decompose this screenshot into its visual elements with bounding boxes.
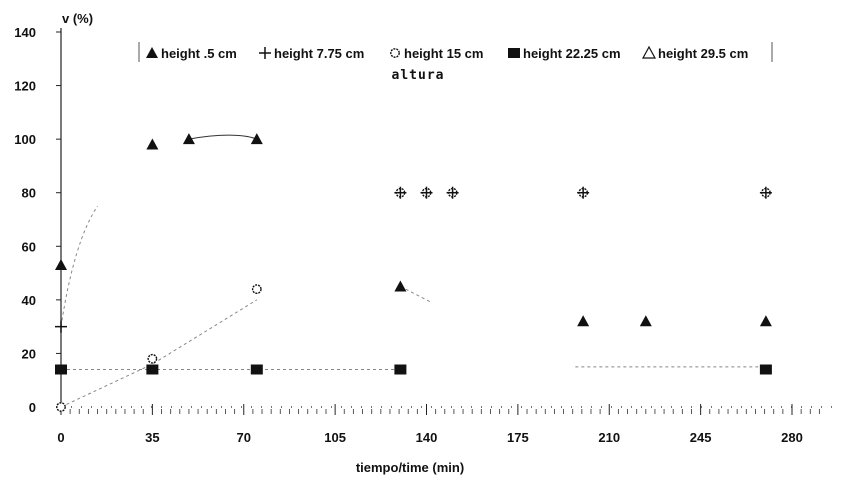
data-point: [55, 259, 67, 271]
x-axis-title: tiempo/time (min): [356, 460, 464, 475]
legend-marker: [390, 48, 400, 58]
data-point: [420, 186, 433, 199]
data-point: [759, 364, 772, 375]
legend-marker: [641, 45, 657, 59]
y-axis-title: v (%): [62, 11, 93, 26]
data-point: [577, 186, 590, 199]
y-tick-label: 0: [29, 400, 36, 415]
trend-curve: [60, 299, 258, 408]
data-marks: [55, 133, 772, 412]
legend: height .5 cm height 7.75 cm height 15 cm he…: [138, 42, 773, 62]
data-point: [577, 315, 590, 327]
axes: [60, 28, 832, 408]
data-point: [55, 320, 67, 333]
y-tick-label: 60: [22, 239, 36, 254]
data-point: [394, 364, 407, 375]
x-tick-label: 105: [324, 430, 346, 445]
annotation-altura: altura: [392, 68, 445, 83]
data-point: [250, 364, 263, 375]
data-point: [446, 186, 459, 199]
x-tick-label: 175: [507, 430, 529, 445]
x-tick-label: 245: [690, 430, 712, 445]
trend-curves: [60, 134, 766, 408]
x-tick-label: 140: [416, 430, 438, 445]
legend-label: height 22.25 cm: [523, 46, 621, 61]
data-point: [182, 133, 195, 145]
data-point: [146, 364, 159, 375]
legend-marker: [259, 47, 271, 59]
data-point: [394, 186, 407, 199]
data-point: [56, 402, 66, 412]
legend-label: height 29.5 cm: [658, 46, 748, 61]
data-point: [146, 138, 159, 150]
data-point: [394, 280, 407, 292]
y-tick-label: 100: [14, 132, 36, 147]
x-tick-label: 210: [598, 430, 620, 445]
data-point: [250, 133, 263, 145]
y-tick-label: 140: [14, 25, 36, 40]
y-tick-label: 80: [22, 186, 36, 201]
ticks: 0 20 40 60 80 100 120 140 0 35 70 105 140 175 210 245 28…: [14, 25, 820, 445]
y-tick-label: 20: [22, 346, 36, 361]
data-point: [759, 315, 772, 327]
trend-curve: [60, 205, 98, 327]
legend-label: height .5 cm: [161, 46, 237, 61]
y-tick-label: 120: [14, 79, 36, 94]
x-tick-label: 0: [57, 430, 64, 445]
legend-marker: [508, 48, 520, 58]
y-tick-label: 40: [22, 293, 36, 308]
data-point: [759, 186, 772, 199]
data-point: [639, 315, 652, 327]
data-point: [251, 284, 262, 295]
legend-label: height 15 cm: [404, 46, 483, 61]
data-point: [55, 364, 67, 375]
x-tick-label: 35: [145, 430, 159, 445]
trend-curve: [400, 286, 432, 303]
x-tick-label: 280: [781, 430, 803, 445]
legend-label: height 7.75 cm: [274, 46, 364, 61]
legend-marker: [146, 47, 158, 58]
x-tick-label: 70: [237, 430, 251, 445]
trend-curve: [188, 134, 258, 140]
data-point: [147, 353, 158, 364]
